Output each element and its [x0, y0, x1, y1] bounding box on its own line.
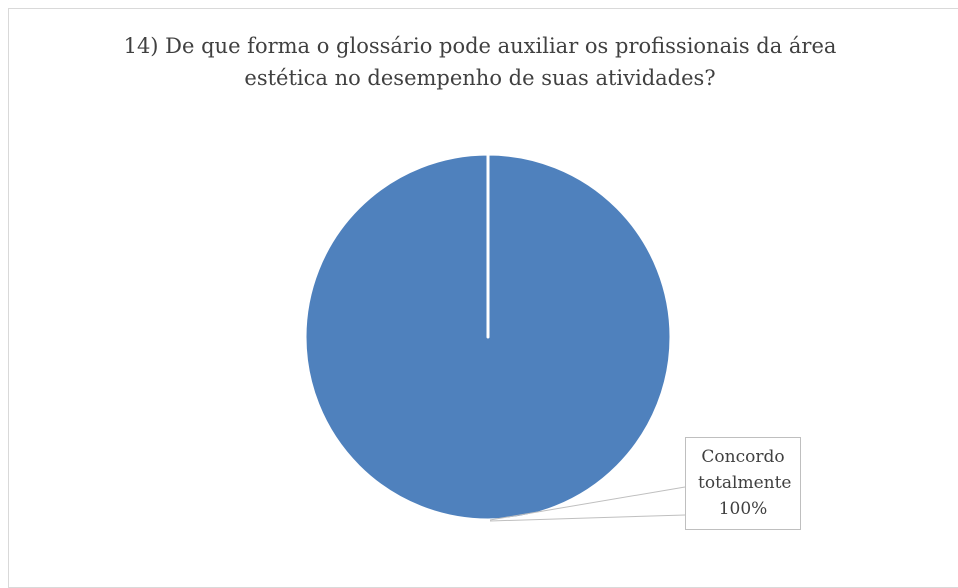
data-label: Concordo totalmente 100% [685, 437, 801, 530]
slice-value: 100% [718, 499, 768, 519]
pie-slice [303, 152, 673, 522]
leader-line [489, 486, 686, 521]
pie [303, 152, 673, 522]
leader-line [489, 514, 686, 522]
chart-title: 14) De que forma o glossário pode auxili… [123, 34, 837, 90]
slice-category: Concordo totalmente [698, 447, 792, 493]
